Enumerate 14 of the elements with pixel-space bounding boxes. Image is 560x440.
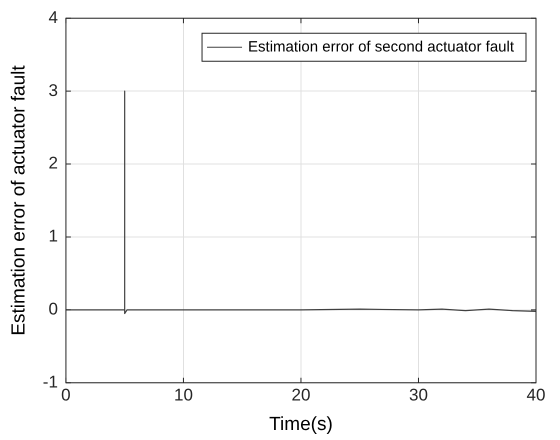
x-tick-label: 40 bbox=[526, 386, 546, 405]
x-tick-label: 30 bbox=[409, 386, 428, 405]
x-tick-label: 10 bbox=[174, 386, 193, 405]
legend-label: Estimation error of second actuator fault bbox=[248, 38, 515, 56]
x-axis-title: Time(s) bbox=[269, 414, 333, 435]
y-tick-label: 0 bbox=[48, 300, 58, 319]
y-tick-label: -1 bbox=[42, 372, 58, 392]
y-tick-label: 2 bbox=[48, 154, 58, 173]
x-tick-label: 0 bbox=[61, 386, 71, 405]
y-axis-title: Estimation error of actuator fault bbox=[8, 64, 30, 336]
y-tick-label: 1 bbox=[48, 226, 58, 246]
y-tick-label: 3 bbox=[48, 80, 58, 100]
y-tick-label: 4 bbox=[48, 8, 58, 27]
x-tick-label: 20 bbox=[291, 386, 310, 405]
